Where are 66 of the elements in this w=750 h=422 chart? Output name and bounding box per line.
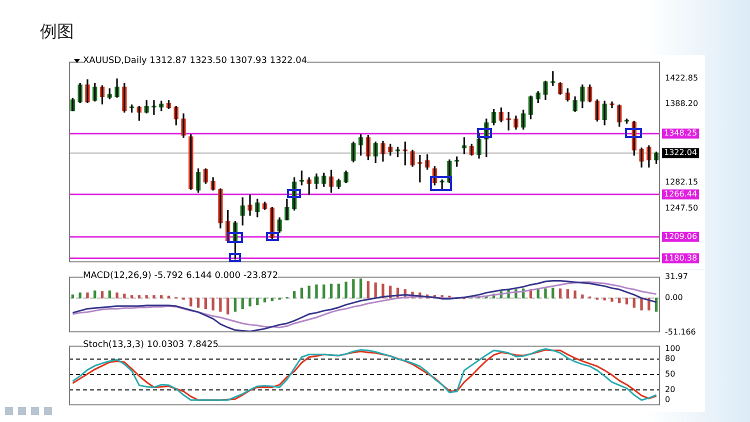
bar xyxy=(123,294,126,298)
bar xyxy=(78,292,82,298)
bar xyxy=(241,298,244,310)
bar xyxy=(204,298,207,310)
y-tick-label: -51.166 xyxy=(665,327,696,336)
bar xyxy=(212,298,214,310)
y-tick-label: 50 xyxy=(665,370,676,379)
bar xyxy=(248,298,252,306)
y-tick-label: 80 xyxy=(665,354,676,364)
chart-subtitle: XAUUSD,Daily 1312.87 1323.50 1307.93 1322.04 xyxy=(83,56,308,66)
ref-line-label: 1266.44 xyxy=(664,189,698,198)
bar xyxy=(352,279,355,298)
bar xyxy=(366,281,370,298)
chart-title: 例图 xyxy=(40,21,74,43)
y-tick-label: 1422.85 xyxy=(665,73,698,82)
bar xyxy=(94,290,96,298)
y-tick-label: 20 xyxy=(665,384,676,394)
bar xyxy=(300,288,304,298)
bar xyxy=(116,292,118,298)
bar xyxy=(632,298,636,308)
y-tick-label: 0 xyxy=(665,395,670,404)
bar xyxy=(86,292,89,298)
ref-line-label: 1322.04 xyxy=(664,148,698,158)
bar xyxy=(234,298,237,312)
y-tick-label: 1388.20 xyxy=(665,99,698,108)
bar xyxy=(292,291,296,298)
bar xyxy=(552,288,554,298)
chart-title: Stoch(13,3,3) 10.0303 7.8425 xyxy=(83,340,218,350)
bar xyxy=(100,291,104,298)
chart-title: MACD(12,26,9) -5.792 6.144 0.000 -23.872 xyxy=(83,271,278,281)
y-tick-label: 1282.15 xyxy=(665,178,698,187)
y-tick-label: 31.97 xyxy=(665,272,688,281)
bar xyxy=(625,298,628,304)
bar xyxy=(330,284,333,298)
bar xyxy=(256,298,259,306)
y-tick-label: 100 xyxy=(665,344,680,353)
bar xyxy=(640,298,643,310)
bar xyxy=(130,295,134,298)
bar xyxy=(219,298,222,312)
bar xyxy=(558,288,562,298)
bar xyxy=(308,286,310,298)
bar xyxy=(610,298,614,302)
y-tick-label: 1247.50 xyxy=(665,203,698,212)
bar xyxy=(359,278,362,298)
bar xyxy=(145,295,148,298)
bar xyxy=(160,295,163,298)
ref-line-label: 1209.06 xyxy=(664,232,698,241)
bar xyxy=(322,284,326,298)
bar xyxy=(190,298,192,306)
bar xyxy=(315,284,318,298)
bar xyxy=(337,284,340,298)
bar xyxy=(71,294,74,298)
bar xyxy=(226,298,230,314)
bar xyxy=(544,288,547,298)
bar xyxy=(344,282,348,298)
ref-line-label: 1180.38 xyxy=(664,253,698,262)
bar xyxy=(263,298,266,302)
y-tick-label: 0.00 xyxy=(665,293,683,302)
bar xyxy=(196,298,200,308)
ref-line-label: 1348.25 xyxy=(664,128,698,138)
bar xyxy=(574,290,576,298)
bar xyxy=(566,289,569,298)
bar xyxy=(581,294,584,298)
bar xyxy=(138,295,141,298)
bar xyxy=(108,290,111,298)
bar xyxy=(152,295,156,298)
